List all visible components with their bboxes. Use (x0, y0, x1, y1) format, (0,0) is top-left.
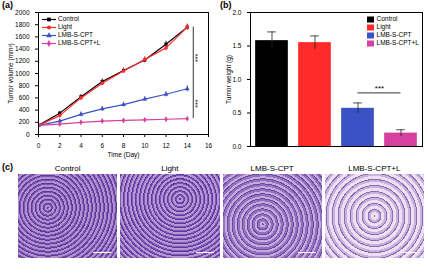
html-text:Light: Light (376, 23, 391, 30)
svg-text:2000: 2000 (15, 9, 30, 16)
svg-text:12: 12 (162, 142, 170, 149)
svg-text:400: 400 (19, 106, 30, 113)
svg-text:***: *** (193, 99, 200, 107)
svg-text:1800: 1800 (15, 21, 30, 28)
html-text:LMB-S-CPT+L: LMB-S-CPT+L (376, 39, 419, 46)
svg-text:0: 0 (26, 131, 30, 138)
svg-text:***: *** (193, 54, 200, 62)
svg-text:4: 4 (79, 142, 83, 149)
svg-text:1.0: 1.0 (232, 76, 241, 83)
svg-text:Time (Day): Time (Day) (108, 151, 140, 159)
html-text:(c): (c) (2, 162, 13, 172)
svg-text:1000: 1000 (15, 70, 30, 77)
svg-text:16: 16 (205, 142, 213, 149)
svg-text:0.5: 0.5 (232, 109, 241, 116)
svg-text:0.0: 0.0 (232, 143, 241, 150)
svg-text:1.5: 1.5 (232, 42, 241, 49)
html-text:LMB-S-CPT+L: LMB-S-CPT+L (58, 39, 101, 46)
html-text:Control: Control (376, 15, 398, 22)
svg-text:2: 2 (58, 142, 62, 149)
html-text:Control: Control (58, 15, 79, 22)
svg-text:800: 800 (19, 82, 30, 89)
html-text:Light: Light (58, 23, 73, 30)
html-text:Light: Light (161, 164, 179, 173)
svg-text:14: 14 (184, 142, 192, 149)
svg-text:600: 600 (19, 94, 30, 101)
svg-text:0: 0 (37, 142, 41, 149)
svg-text:10: 10 (141, 142, 149, 149)
html-text:LMB-S-CPT: LMB-S-CPT (58, 31, 93, 38)
svg-text:1400: 1400 (15, 45, 30, 52)
svg-text:***: *** (375, 84, 384, 93)
svg-text:Tumor volume (mm³): Tumor volume (mm³) (7, 43, 15, 103)
svg-text:2.0: 2.0 (232, 9, 241, 16)
svg-text:1200: 1200 (15, 57, 30, 64)
html-text:(a): (a) (2, 0, 13, 10)
html-text:LMB-S-CPT: LMB-S-CPT (250, 164, 294, 173)
html-text:Control: Control (54, 164, 81, 173)
svg-text:Tumor weight (g): Tumor weight (g) (225, 55, 233, 104)
svg-text:200: 200 (19, 118, 30, 125)
svg-text:1600: 1600 (15, 33, 30, 40)
svg-text:8: 8 (122, 142, 126, 149)
html-text:(b): (b) (220, 0, 232, 10)
html-text:LMB-S-CPT: LMB-S-CPT (376, 31, 412, 38)
html-text:LMB-S-CPT+L: LMB-S-CPT+L (348, 164, 401, 173)
svg-text:6: 6 (100, 142, 104, 149)
